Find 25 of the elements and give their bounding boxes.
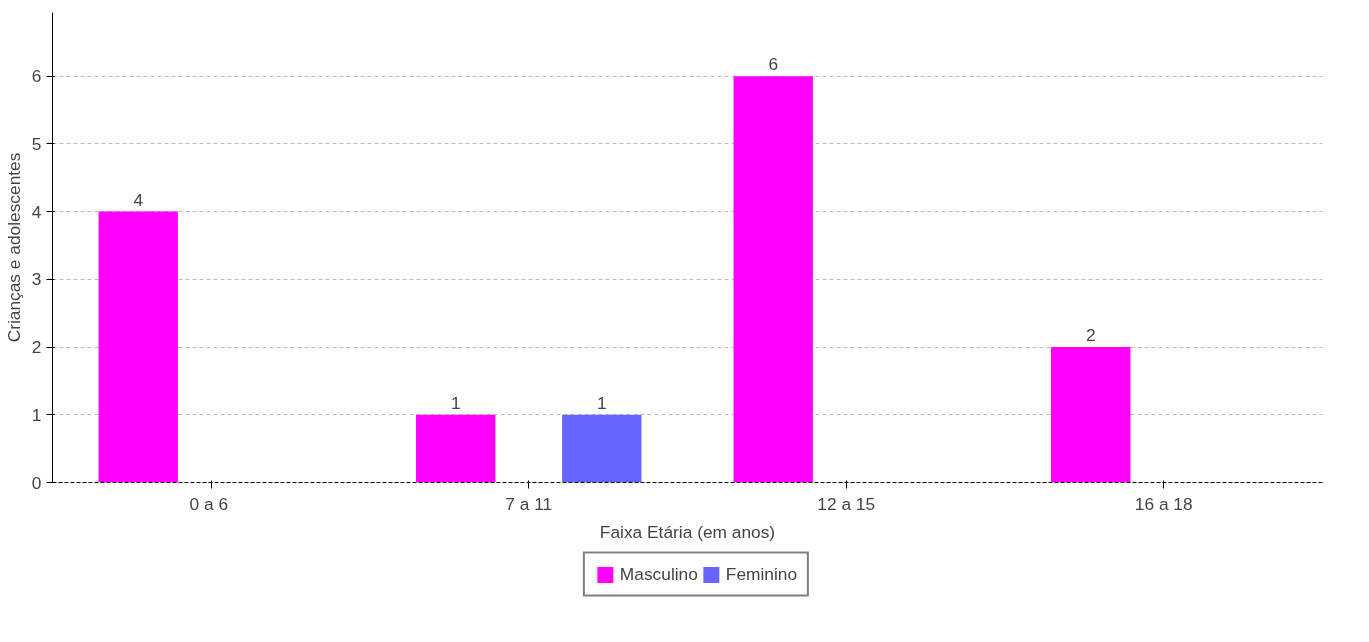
- legend-label: Masculino: [619, 563, 698, 585]
- data-label: 1: [450, 392, 461, 413]
- y-tick-label: 3: [31, 269, 42, 290]
- bar: [1051, 347, 1131, 483]
- legend-label: Feminino: [725, 563, 798, 585]
- y-tick-label: 5: [31, 133, 42, 154]
- data-label: 6: [768, 54, 779, 75]
- y-tick-label: 6: [31, 66, 42, 87]
- x-tick-label: 12 a 15: [817, 493, 876, 514]
- data-label: 4: [133, 189, 144, 210]
- y-tick-label: 0: [31, 472, 42, 493]
- x-axis-title: Faixa Etária (em anos): [599, 521, 776, 542]
- bar: [733, 76, 813, 483]
- y-tick-label: 4: [31, 201, 42, 222]
- y-tick-label: 1: [31, 404, 42, 425]
- x-tick-label: 7 a 11: [505, 493, 553, 514]
- x-tick-label: 0 a 6: [189, 493, 229, 514]
- x-tick-label: 16 a 18: [1134, 493, 1193, 514]
- data-label: 2: [1085, 325, 1096, 346]
- data-label: 1: [596, 392, 607, 413]
- bar: [416, 414, 496, 483]
- y-tick-label: 2: [31, 337, 42, 358]
- y-axis-title: Crianças e adolescentes: [3, 152, 24, 343]
- bar: [562, 414, 642, 483]
- bar: [98, 211, 178, 483]
